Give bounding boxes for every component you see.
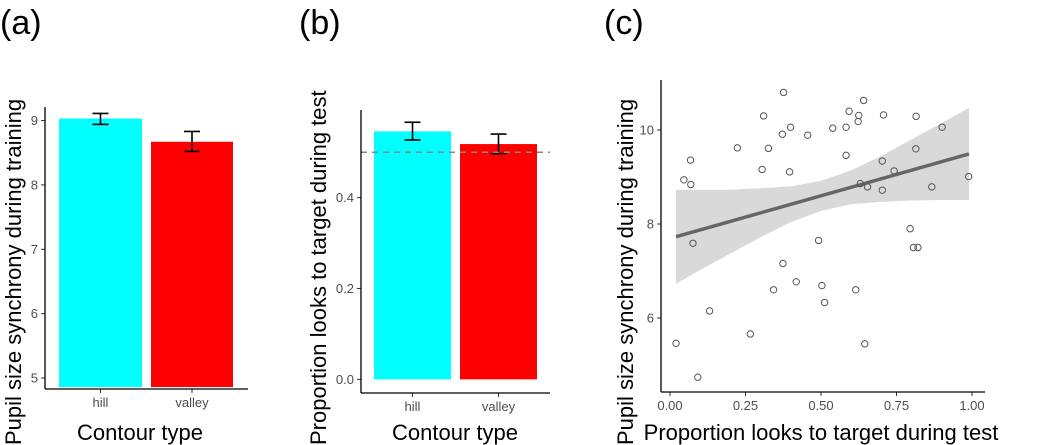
data-point: [785, 168, 794, 176]
y-tick-label: 7: [31, 242, 38, 257]
data-point: [759, 112, 768, 120]
data-point: [912, 112, 920, 121]
data-point: [845, 107, 853, 115]
data-point: [779, 259, 787, 268]
y-tick-label: 9: [31, 113, 38, 128]
data-point: [878, 186, 887, 194]
y-tick-label: 5: [31, 371, 38, 386]
y-tick-label: 0.4: [336, 190, 354, 205]
panel-c: (c) Pupil size synchrony during training…: [604, 4, 998, 445]
data-point: [680, 176, 688, 184]
data-point: [909, 243, 918, 252]
panel-c-ylabel: Pupil size synchrony during training: [613, 99, 638, 445]
data-point: [906, 225, 914, 233]
y-tick-label: 6: [647, 311, 654, 326]
panel-c-title: (c): [604, 4, 644, 42]
data-point: [820, 298, 829, 307]
y-tick-label: 8: [31, 177, 38, 192]
data-point: [856, 179, 864, 188]
y-tick-label: 0.2: [336, 281, 354, 296]
data-point: [859, 96, 868, 105]
x-tick-label: 0.50: [808, 398, 833, 413]
panel-a-title: (a): [0, 4, 42, 42]
data-point: [890, 167, 898, 175]
data-point: [855, 111, 863, 120]
data-point: [814, 236, 823, 245]
bar-valley: [460, 144, 537, 380]
data-point: [852, 286, 860, 294]
data-point: [842, 123, 850, 131]
y-tick-label: 0.0: [336, 372, 354, 387]
data-point: [804, 131, 812, 139]
data-point: [818, 281, 826, 290]
data-point: [938, 123, 946, 131]
regression-line: [675, 152, 970, 239]
y-tick-label: 6: [31, 306, 38, 321]
data-point: [672, 339, 680, 348]
panel-b: (b) Proportion looks to target during te…: [299, 4, 550, 445]
x-tick-label: 0.25: [733, 398, 758, 413]
data-point: [733, 144, 742, 152]
x-tick-label: 0.75: [884, 398, 909, 413]
data-point: [863, 183, 872, 191]
data-point: [786, 123, 795, 131]
x-tick-label: hill: [405, 399, 421, 414]
y-tick-label: 10: [640, 123, 654, 138]
data-point: [792, 278, 800, 286]
data-point: [854, 117, 862, 126]
panel-b-ylabel: Proportion looks to target during test: [306, 90, 331, 445]
data-point: [964, 172, 973, 181]
data-point: [686, 156, 695, 164]
panel-a: (a) Pupil size synchrony during training…: [0, 4, 248, 445]
data-point: [879, 111, 888, 119]
x-tick-label: hill: [93, 395, 109, 410]
x-tick-label: 1.00: [959, 398, 984, 413]
data-point: [746, 330, 755, 338]
data-point: [687, 180, 695, 189]
data-point: [758, 165, 766, 174]
data-point: [689, 239, 697, 247]
data-point: [705, 307, 714, 315]
panel-b-title: (b): [299, 4, 341, 42]
data-point: [928, 183, 936, 191]
panel-a-xlabel: Contour type: [77, 420, 203, 445]
bar-valley: [151, 141, 233, 387]
bar-hill: [59, 118, 142, 387]
data-point: [779, 88, 788, 97]
panel-a-ylabel: Pupil size synchrony during training: [1, 99, 26, 445]
data-point: [694, 373, 702, 381]
data-point: [914, 243, 922, 252]
panel-c-xlabel: Proportion looks to target during test: [644, 420, 999, 445]
bar-hill: [374, 131, 451, 380]
x-tick-label: valley: [482, 399, 516, 414]
data-point: [769, 286, 778, 294]
data-point: [861, 340, 869, 348]
data-point: [842, 151, 850, 160]
data-point: [878, 157, 887, 165]
data-point: [778, 130, 787, 138]
x-tick-label: 0.00: [657, 398, 682, 413]
y-tick-label: 8: [647, 217, 654, 232]
panel-b-xlabel: Contour type: [392, 420, 518, 445]
data-point: [829, 124, 837, 132]
data-point: [912, 145, 920, 153]
x-tick-label: valley: [175, 395, 209, 410]
data-point: [764, 144, 773, 153]
